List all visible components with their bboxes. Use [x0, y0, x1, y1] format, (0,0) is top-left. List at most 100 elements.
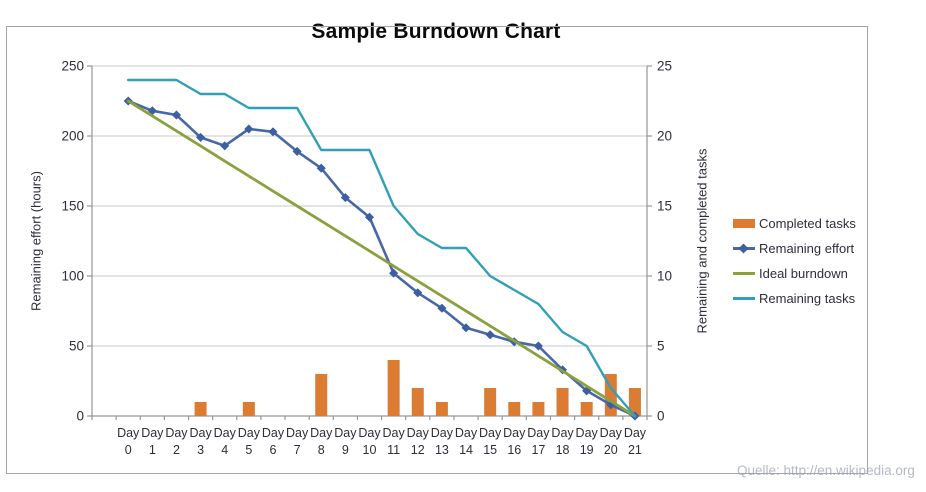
- svg-text:18: 18: [556, 443, 570, 457]
- legend-item-label: Completed tasks: [759, 216, 856, 231]
- bar-completed-tasks: [532, 402, 545, 416]
- svg-text:Day: Day: [503, 426, 526, 440]
- svg-text:Day: Day: [455, 426, 478, 440]
- svg-text:3: 3: [197, 443, 204, 457]
- svg-text:Day: Day: [551, 426, 574, 440]
- marker-remaining-effort: [316, 163, 326, 173]
- svg-text:Day: Day: [334, 426, 357, 440]
- marker-remaining-effort: [292, 146, 302, 157]
- line-remaining-tasks: [126, 78, 637, 418]
- marker-remaining-effort: [220, 141, 230, 151]
- marker-remaining-effort: [388, 268, 399, 278]
- svg-text:Day: Day: [286, 426, 309, 440]
- svg-text:Day: Day: [479, 426, 502, 440]
- svg-text:200: 200: [61, 129, 84, 144]
- bar-completed-tasks: [628, 388, 641, 416]
- svg-text:0: 0: [125, 443, 132, 457]
- svg-text:10: 10: [363, 443, 377, 457]
- svg-text:50: 50: [69, 339, 84, 354]
- svg-text:0: 0: [76, 409, 84, 424]
- marker-remaining-effort: [533, 341, 544, 351]
- svg-text:Day: Day: [214, 426, 237, 440]
- legend: Completed tasks Remaining effort Ideal b…: [733, 211, 856, 311]
- marker-remaining-effort: [195, 132, 206, 143]
- bar-completed-tasks: [387, 360, 400, 416]
- svg-text:5: 5: [657, 339, 665, 354]
- completed-tasks-swatch-icon: [733, 219, 755, 228]
- svg-text:Day: Day: [383, 426, 406, 440]
- svg-text:13: 13: [435, 443, 449, 457]
- ideal-burndown-swatch-icon: [733, 269, 755, 278]
- chart-title: Sample Burndown Chart: [311, 20, 561, 43]
- bar-completed-tasks: [556, 388, 569, 416]
- bar-completed-tasks: [194, 402, 207, 416]
- marker-remaining-effort: [171, 110, 182, 120]
- svg-text:150: 150: [61, 199, 84, 214]
- marker-remaining-effort: [268, 127, 278, 137]
- svg-text:Day: Day: [527, 426, 550, 440]
- svg-text:6: 6: [270, 443, 277, 457]
- svg-text:25: 25: [657, 59, 672, 74]
- legend-item-completed-tasks: Completed tasks: [733, 211, 856, 236]
- bar-completed-tasks: [580, 402, 593, 416]
- marker-remaining-effort: [461, 323, 471, 333]
- svg-text:10: 10: [657, 269, 672, 284]
- legend-item-ideal-burndown: Ideal burndown: [733, 261, 856, 286]
- svg-text:Day: Day: [407, 426, 430, 440]
- marker-remaining-effort: [582, 386, 592, 396]
- marker-remaining-effort: [437, 303, 447, 313]
- svg-text:15: 15: [483, 443, 497, 457]
- svg-text:8: 8: [318, 443, 325, 457]
- bar-completed-tasks: [242, 402, 255, 416]
- svg-text:Day: Day: [117, 426, 140, 440]
- remaining-tasks-swatch-icon: [733, 294, 755, 303]
- bar-completed-tasks: [411, 388, 424, 416]
- svg-text:16: 16: [507, 443, 521, 457]
- svg-text:Day: Day: [310, 426, 333, 440]
- bar-completed-tasks: [508, 402, 521, 416]
- marker-remaining-effort: [413, 288, 423, 298]
- svg-text:Day: Day: [141, 426, 164, 440]
- legend-item-remaining-effort: Remaining effort: [733, 236, 856, 261]
- line-remaining-effort: [126, 99, 637, 418]
- svg-text:1: 1: [149, 443, 156, 457]
- svg-text:Day: Day: [238, 426, 261, 440]
- line-ideal-burndown: [126, 99, 637, 418]
- svg-text:20: 20: [657, 129, 672, 144]
- svg-text:Day: Day: [189, 426, 212, 440]
- svg-text:Day: Day: [600, 426, 623, 440]
- svg-text:20: 20: [604, 443, 618, 457]
- svg-text:Day: Day: [358, 426, 381, 440]
- legend-item-label: Remaining tasks: [759, 291, 856, 306]
- svg-text:21: 21: [628, 443, 642, 457]
- marker-remaining-effort: [485, 330, 495, 340]
- marker-remaining-effort: [340, 192, 351, 203]
- bar-completed-tasks: [484, 388, 497, 416]
- remaining-effort-swatch-icon: [733, 243, 755, 254]
- svg-text:19: 19: [580, 443, 594, 457]
- svg-text:Day: Day: [431, 426, 454, 440]
- svg-text:12: 12: [411, 443, 425, 457]
- svg-text:Day: Day: [624, 426, 647, 440]
- svg-text:7: 7: [294, 443, 301, 457]
- svg-text:4: 4: [221, 443, 228, 457]
- svg-text:17: 17: [531, 443, 545, 457]
- svg-text:Day: Day: [165, 426, 188, 440]
- svg-text:5: 5: [245, 443, 252, 457]
- bar-completed-tasks: [315, 374, 328, 416]
- bar-completed-tasks: [435, 402, 448, 416]
- svg-text:15: 15: [657, 199, 672, 214]
- legend-item-remaining-tasks: Remaining tasks: [733, 286, 856, 311]
- svg-text:0: 0: [657, 409, 665, 424]
- svg-text:9: 9: [342, 443, 349, 457]
- marker-remaining-effort: [244, 124, 254, 134]
- legend-item-label: Remaining effort: [759, 241, 855, 256]
- svg-text:250: 250: [61, 59, 84, 74]
- svg-text:14: 14: [459, 443, 473, 457]
- marker-remaining-effort: [364, 212, 375, 222]
- svg-text:2: 2: [173, 443, 180, 457]
- source-note: Quelle: http://en.wikipedia.org: [737, 463, 915, 478]
- legend-item-label: Ideal burndown: [759, 266, 848, 281]
